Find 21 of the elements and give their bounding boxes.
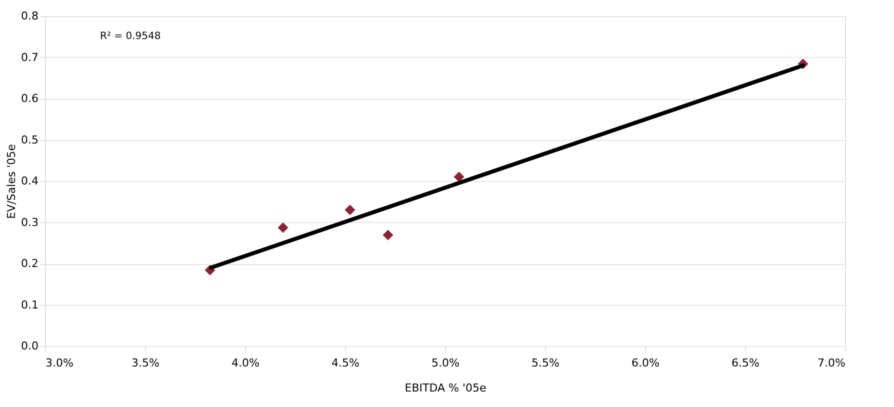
x-tick-label: 7.0% [818,356,846,370]
x-axis-title: EBITDA % '05e [404,382,486,394]
y-tick-label: 0.7 [21,50,38,64]
x-tick-label: 3.0% [46,356,74,370]
annotation: R² = 0.9548 [100,31,161,42]
y-tick-label: 0.3 [21,216,38,229]
y-tick-label: 0.0 [21,340,38,352]
y-tick-label: 0.4 [21,174,38,188]
x-tick-label: 4.5% [332,356,360,370]
x-tick-label: 3.5% [132,356,160,370]
y-tick-label: 0.2 [21,257,38,270]
y-tick-label: 0.1 [21,298,38,312]
x-tick-label: 6.5% [732,356,760,370]
y-tick-label: 0.5 [21,133,38,146]
y-tick-label: 0.6 [21,92,38,105]
x-tick-label: 5.5% [532,356,560,370]
x-tick-label: 4.0% [232,356,260,370]
x-tick-label: 6.0% [632,356,660,370]
y-tick-label: 0.8 [21,10,38,22]
x-tick-label: 5.0% [432,356,460,370]
y-axis-title: EV/Sales '05e [5,144,18,219]
